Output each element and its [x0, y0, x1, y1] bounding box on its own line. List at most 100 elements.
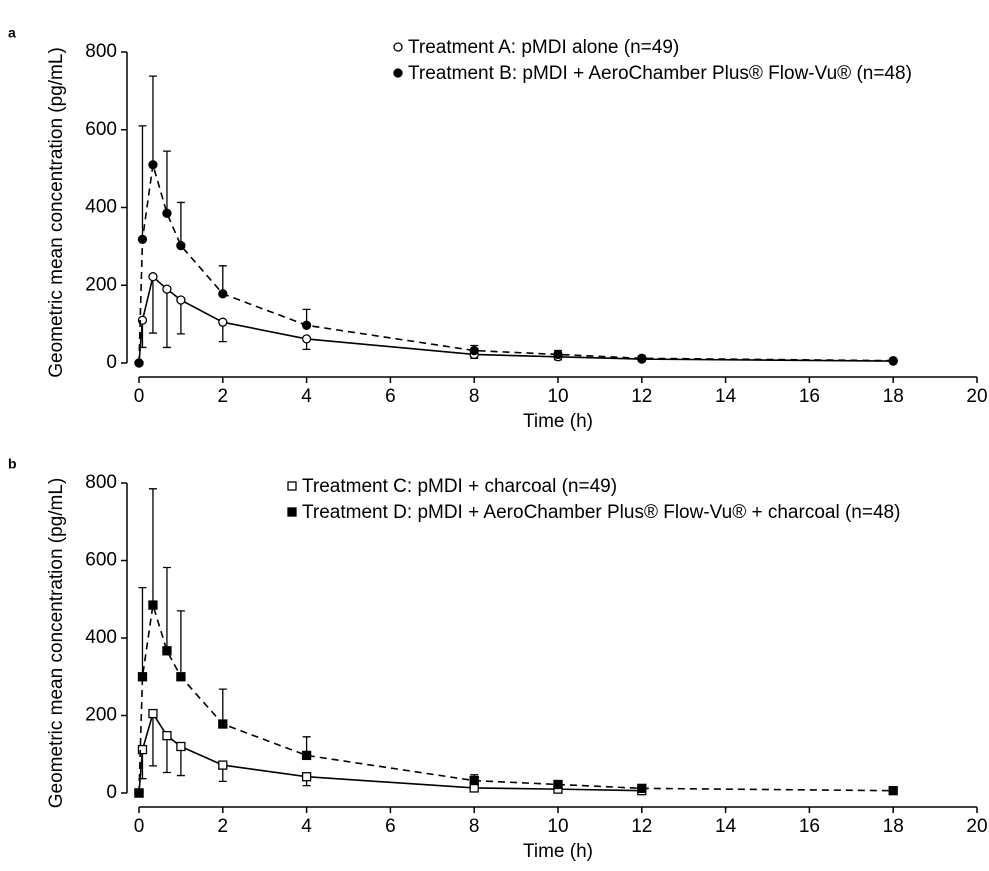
x-tick-label: 2 — [218, 816, 229, 837]
data-point — [148, 272, 158, 282]
y-tick-label: 400 — [85, 627, 117, 648]
data-point — [637, 783, 647, 793]
x-tick-label: 14 — [715, 386, 737, 407]
y-tick-label: 200 — [85, 274, 117, 295]
x-tick-label: 4 — [301, 816, 312, 837]
x-tick-label: 0 — [134, 816, 145, 837]
data-point — [301, 772, 312, 782]
x-tick-label: 18 — [883, 816, 904, 837]
x-tick-label: 2 — [218, 386, 229, 407]
series-line — [138, 711, 642, 794]
data-point — [134, 358, 144, 368]
data-point — [148, 708, 158, 719]
data-point — [553, 779, 563, 790]
x-tick-label: 12 — [631, 386, 652, 407]
x-tick-label: 8 — [469, 386, 480, 407]
y-tick-label: 400 — [85, 197, 117, 218]
x-tick-label: 14 — [715, 816, 737, 837]
x-tick-label: 18 — [883, 386, 904, 407]
data-point — [162, 284, 172, 294]
data-point — [162, 731, 172, 741]
x-tick-label: 4 — [301, 386, 312, 407]
series-line — [138, 164, 894, 364]
data-point — [469, 775, 479, 786]
data-point — [553, 349, 563, 360]
x-tick-label: 10 — [547, 386, 568, 407]
series-line — [138, 604, 894, 794]
error-bar — [148, 75, 157, 165]
data-point — [176, 295, 186, 305]
y-tick-label: 600 — [85, 550, 117, 571]
legend-label: Treatment C: pMDI + charcoal (n=49) — [302, 476, 617, 497]
error-bar — [176, 746, 185, 777]
error-bar — [162, 289, 171, 349]
x-tick-label: 10 — [547, 816, 568, 837]
data-point — [218, 289, 228, 299]
x-tick-label: 20 — [966, 816, 987, 837]
data-point — [148, 160, 158, 170]
x-tick-label: 0 — [134, 386, 145, 407]
x-tick-label: 12 — [631, 816, 652, 837]
data-point — [137, 234, 148, 245]
y-tick-label: 800 — [85, 472, 117, 493]
error-bar — [218, 688, 227, 725]
legend-marker — [287, 507, 297, 517]
data-point — [162, 646, 172, 656]
x-tick-label: 6 — [385, 816, 396, 837]
error-bar — [148, 488, 157, 606]
x-axis-label: Time (h) — [523, 841, 593, 862]
error-bar — [176, 610, 185, 677]
error-bar — [138, 125, 147, 240]
panel-label: a — [8, 25, 16, 41]
legend-marker — [287, 481, 297, 491]
y-tick-label: 0 — [106, 782, 117, 803]
data-point — [162, 208, 172, 218]
data-point — [148, 600, 158, 610]
error-bar — [138, 586, 147, 677]
y-axis-label: Geometric mean concentration (pg/mL) — [46, 478, 67, 809]
data-point — [301, 750, 312, 761]
y-tick-label: 200 — [85, 705, 117, 726]
data-point — [888, 786, 898, 796]
x-tick-label: 6 — [385, 386, 396, 407]
x-tick-label: 16 — [799, 386, 820, 407]
error-bar — [176, 201, 185, 246]
series-line — [138, 275, 894, 364]
legend-label: Treatment B: pMDI + AeroChamber Plus® Fl… — [408, 63, 912, 84]
error-bar — [148, 713, 157, 767]
legend-label: Treatment D: pMDI + AeroChamber Plus® Fl… — [302, 502, 900, 523]
y-tick-label: 800 — [85, 41, 117, 62]
error-bar — [176, 300, 185, 335]
data-point — [888, 356, 898, 366]
legend-label: Treatment A: pMDI alone (n=49) — [408, 37, 679, 58]
data-point — [637, 353, 647, 363]
data-point — [301, 320, 312, 330]
x-axis-label: Time (h) — [523, 411, 593, 432]
data-point — [137, 672, 148, 682]
error-bar — [148, 276, 157, 334]
data-point — [301, 334, 312, 344]
data-point — [134, 788, 144, 798]
data-point — [469, 345, 479, 356]
data-point — [176, 672, 186, 682]
y-axis-label: Geometric mean concentration (pg/mL) — [46, 47, 67, 378]
error-bar — [162, 566, 171, 651]
y-tick-label: 0 — [106, 352, 117, 373]
x-tick-label: 20 — [966, 386, 987, 407]
error-bar — [218, 265, 227, 294]
x-tick-label: 16 — [799, 816, 820, 837]
legend-marker — [393, 68, 403, 78]
data-point — [137, 744, 148, 755]
data-point — [218, 719, 228, 729]
y-tick-label: 600 — [85, 119, 117, 140]
data-point — [176, 240, 186, 251]
legend-marker — [393, 42, 403, 52]
data-point — [218, 760, 228, 770]
x-tick-label: 8 — [469, 816, 480, 837]
error-bar — [162, 735, 171, 774]
error-bar — [162, 150, 171, 214]
panel-label: b — [8, 456, 17, 472]
data-point — [176, 741, 186, 752]
data-point — [218, 317, 228, 327]
